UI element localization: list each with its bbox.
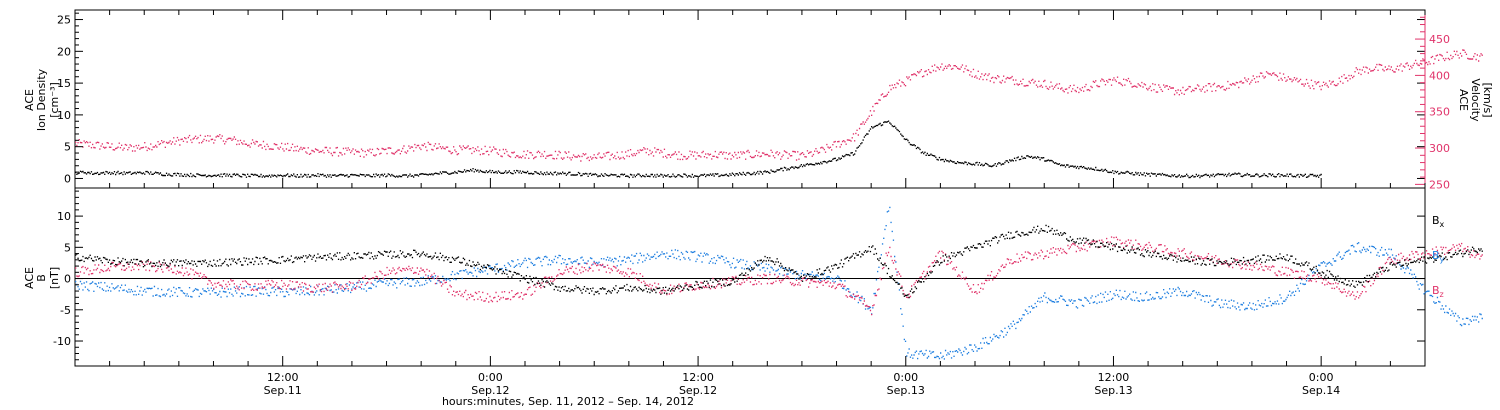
b-label-line1: ACE [23, 267, 36, 289]
x-tick-time: 12:00 [267, 371, 299, 384]
x-tick-time: 12:00 [682, 371, 714, 384]
ion-density-label-line1: ACE [23, 89, 36, 111]
legend-by: By [1432, 249, 1445, 264]
bz-series [75, 236, 1483, 316]
x-tick-date: Sep.13 [1094, 384, 1132, 397]
velocity-tick-label: 350 [1429, 106, 1450, 119]
b-tick-label: -5 [60, 304, 71, 317]
b-tick-label: -10 [53, 335, 71, 348]
x-tick-time: 0:00 [478, 371, 503, 384]
density-tick-label: 0 [64, 172, 71, 185]
ion-density-label-line2: Ion Density [35, 68, 48, 131]
bx-series-points [75, 224, 1483, 299]
bx-series [75, 224, 1483, 299]
x-tick-date: Sep.11 [264, 384, 302, 397]
velocity-tick-label: 300 [1429, 142, 1450, 155]
density-tick-label: 25 [57, 14, 71, 27]
density-tick-label: 15 [57, 77, 71, 90]
b-label-line3: [nT] [48, 267, 61, 289]
velocity-tick-label: 250 [1429, 178, 1450, 191]
bottom-panel-frame [74, 187, 1426, 367]
density-tick-label: 20 [57, 45, 71, 58]
density-tick-label: 5 [64, 141, 71, 154]
x-tick-date: Sep.13 [887, 384, 925, 397]
density-tick-label: 10 [57, 109, 71, 122]
velocity-label-line1: ACE [1457, 89, 1470, 111]
by-series-points [75, 206, 1483, 360]
velocity-series-points [75, 49, 1483, 162]
density-series [75, 120, 1322, 179]
x-tick-date: Sep.12 [679, 384, 717, 397]
b-label-line2: B [35, 274, 48, 282]
bz-series-points [75, 236, 1483, 316]
velocity-label-line2: Velocity [1469, 78, 1482, 122]
x-tick-time: 0:00 [893, 371, 918, 384]
velocity-tick-label: 450 [1429, 33, 1450, 46]
legend-bx: Bx [1432, 214, 1445, 229]
velocity-label-line3: [km/s] [1481, 82, 1494, 117]
x-tick-date: Sep.14 [1302, 384, 1340, 397]
x-tick-date: Sep.12 [471, 384, 509, 397]
b-legend: Bx By Bz [1432, 214, 1445, 299]
axes-group: 0510152025250300350400450-10-5051012:00S… [53, 10, 1450, 397]
by-series [75, 206, 1483, 360]
top-panel-frame [74, 9, 1426, 189]
top-series-group [75, 49, 1483, 179]
b-tick-label: 5 [64, 241, 71, 254]
density-series-points [75, 120, 1322, 179]
x-tick-time: 12:00 [1098, 371, 1130, 384]
x-axis-title: hours:minutes, Sep. 11, 2012 – Sep. 14, … [442, 395, 694, 408]
velocity-tick-label: 400 [1429, 69, 1450, 82]
ion-density-label-line3: [cm⁻³] [48, 82, 61, 118]
legend-bz: Bz [1432, 284, 1444, 299]
b-tick-label: 0 [64, 273, 71, 286]
bottom-series-group [75, 206, 1483, 360]
velocity-series [75, 49, 1483, 162]
x-tick-time: 0:00 [1309, 371, 1334, 384]
b-tick-label: 10 [57, 210, 71, 223]
